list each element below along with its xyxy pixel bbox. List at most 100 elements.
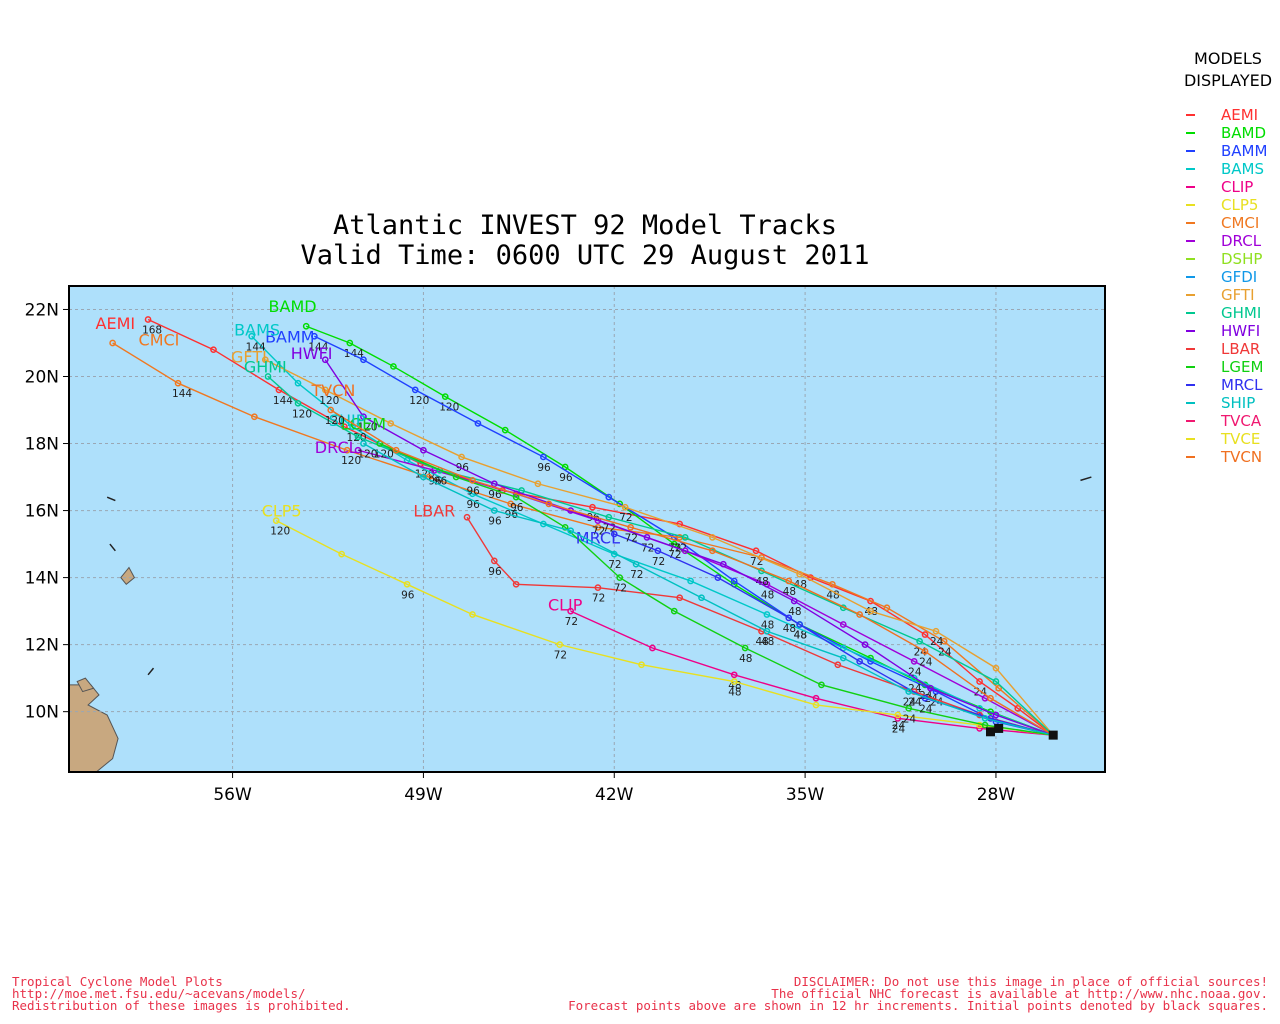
track-point <box>174 379 182 387</box>
chart-title: Atlantic INVEST 92 Model Tracks <box>333 210 837 241</box>
x-tick-label: 28W <box>977 785 1016 805</box>
forecast-hour-label: 48 <box>761 619 774 631</box>
initial-point-square <box>994 723 1004 733</box>
track-point <box>730 577 738 585</box>
legend-item-clip: CLIP <box>1172 178 1280 196</box>
legend-swatch <box>1186 240 1195 242</box>
track-name-label: GFTI <box>231 347 267 366</box>
forecast-hour-label: 120 <box>409 395 429 407</box>
forecast-hour-label: 120 <box>270 526 290 538</box>
footer-note: Forecast points above are shown in 12 hr… <box>568 998 1268 1013</box>
track-point <box>741 644 749 652</box>
y-tick-label: 18N <box>25 435 59 455</box>
track-point <box>839 621 847 628</box>
track-point <box>921 647 929 655</box>
forecast-hour-label: 96 <box>466 485 480 497</box>
legend-label: MRCL <box>1221 376 1263 394</box>
legend-label: BAMD <box>1221 124 1267 142</box>
track-point <box>605 513 613 521</box>
track-point <box>490 507 498 514</box>
track-point <box>905 704 913 712</box>
forecast-hour-label: 144 <box>308 341 328 353</box>
forecast-hour-label: 24 <box>908 697 922 709</box>
track-point <box>540 453 547 461</box>
track-point <box>987 694 994 702</box>
track-point <box>360 440 367 447</box>
track-point <box>834 661 842 669</box>
legend-label: DRCL <box>1221 232 1262 250</box>
track-point <box>976 725 983 732</box>
track-point <box>392 446 400 454</box>
forecast-hour-label: 48 <box>761 589 774 601</box>
forecast-hour-label: 48 <box>728 687 741 699</box>
footer-right: DISCLAIMER: Do not use this image in pla… <box>568 975 1268 1013</box>
forecast-hour-label: 96 <box>434 475 448 487</box>
track-point <box>940 637 948 645</box>
track-point <box>981 715 989 722</box>
y-tick-label: 12N <box>25 636 59 656</box>
x-tick-label: 42W <box>595 785 634 805</box>
y-tick-label: 10N <box>25 703 59 723</box>
track-name-label: LGEM <box>341 414 386 433</box>
track-point <box>321 356 329 364</box>
track-point <box>390 363 397 370</box>
track-point <box>976 704 983 712</box>
forecast-hour-label: 72 <box>554 650 567 662</box>
plot-frame <box>68 285 1106 773</box>
legend-label: CMCI <box>1221 214 1260 232</box>
footer-left-link[interactable]: http://moe.met.fsu.edu/~acevans/models/ <box>12 986 306 1001</box>
track-point <box>790 597 798 605</box>
legend-item-gfdi: GFDI <box>1172 268 1280 286</box>
track-point <box>144 316 152 323</box>
track-point <box>681 547 689 555</box>
track-name-label: BAMM <box>265 327 315 346</box>
track-point <box>976 678 983 685</box>
track-name-label: BAMS <box>234 321 280 340</box>
footer-left-line: Tropical Cyclone Model Plots <box>12 974 223 989</box>
track-point <box>992 664 1000 672</box>
forecast-hour-label: 120 <box>319 395 339 407</box>
track-point <box>856 611 863 618</box>
track-line-hwfi <box>324 359 1054 736</box>
track-point <box>360 356 367 364</box>
track-point <box>294 379 302 387</box>
land-st-lucia <box>120 566 136 586</box>
track-point <box>387 420 395 427</box>
forecast-hour-label: 120 <box>341 455 361 467</box>
track-point <box>1014 704 1022 712</box>
track-point <box>627 523 634 531</box>
track-point <box>474 420 482 427</box>
y-tick-label: 22N <box>25 300 59 320</box>
legend-swatch <box>1186 186 1195 188</box>
track-point <box>927 684 934 692</box>
track-point <box>905 688 913 695</box>
legend-swatch <box>1186 204 1195 206</box>
track-point <box>458 453 465 461</box>
footer-nhc-link[interactable]: The official NHC forecast is available a… <box>771 986 1268 1001</box>
forecast-hour-label: 24 <box>919 703 933 715</box>
track-line-lgem <box>379 442 1054 736</box>
track-line-clp5 <box>275 519 1054 736</box>
legend-item-mrcl: MRCL <box>1172 376 1280 394</box>
forecast-hour-label: 72 <box>565 616 578 628</box>
legend-swatch <box>1186 402 1195 404</box>
track-point <box>294 399 302 407</box>
track-line-mrcl <box>614 533 1054 736</box>
track-point <box>785 577 793 585</box>
forecast-hour-label: 72 <box>668 549 681 561</box>
y-tick-label: 14N <box>25 569 59 589</box>
track-point <box>210 346 217 354</box>
track-line-lbar <box>466 516 1054 736</box>
legend-swatch <box>1186 132 1195 134</box>
track-point <box>264 373 272 380</box>
track-name-label: TVCN <box>311 381 356 400</box>
track-point <box>812 694 820 702</box>
forecast-hour-label: 96 <box>559 472 573 484</box>
track-point <box>910 674 918 682</box>
forecast-hour-label: 144 <box>172 388 192 400</box>
land-martinique <box>109 543 116 552</box>
legend-swatch <box>1186 420 1195 422</box>
forecast-hour-label: 96 <box>488 566 502 578</box>
track-point <box>812 701 820 709</box>
track-point <box>327 406 335 414</box>
